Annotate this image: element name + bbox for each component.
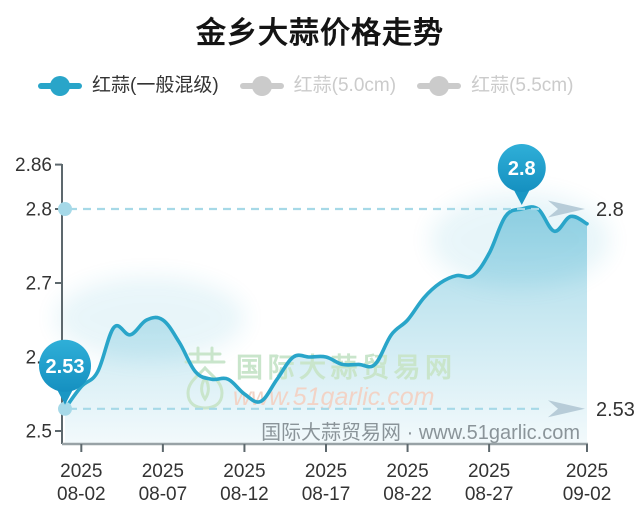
marker-balloon-2.8: 2.8 [497,144,546,205]
y-axis-tick-label: 2.5 [26,422,52,443]
x-axis-tick-year: 2025 [142,461,184,482]
x-axis-tick-year: 2025 [60,461,102,482]
reference-value-label: 2.8 [596,199,624,221]
reference-line-2.53: 2.53 [58,399,635,421]
y-axis-tick-label: 2.86 [15,155,52,176]
arrow-right-icon [548,200,585,218]
x-axis-tick-date: 08-07 [139,484,188,505]
reference-value-label: 2.53 [596,399,635,421]
x-axis-tick-year: 2025 [468,461,510,482]
legend-label: 红蒜(5.5cm) [471,75,574,96]
x-axis-tick-year: 2025 [386,461,428,482]
garlic-logo-icon [184,346,226,410]
legend-item-red-garlic-5-5cm[interactable]: 红蒜(5.5cm) [417,76,573,96]
chart-legend: 红蒜(一般混级) 红蒜(5.0cm) 红蒜(5.5cm) [38,76,573,96]
x-axis-tick-date: 08-22 [383,484,432,505]
x-axis-tick-date: 08-02 [57,484,106,505]
legend-label: 红蒜(一般混级) [92,75,219,96]
y-axis-tick-label: 2.7 [26,274,52,295]
x-axis-tick-year: 2025 [305,461,347,482]
reference-line-2.8: 2.8 [58,199,624,221]
x-axis-tick-date: 08-27 [465,484,514,505]
legend-marker-icon [38,76,82,96]
legend-item-red-garlic-mixed[interactable]: 红蒜(一般混级) [38,76,219,96]
axis-dot [58,401,72,416]
y-axis-tick-label: 2.8 [26,200,52,221]
marker-balloon-2.53: 2.53 [39,339,91,405]
legend-marker-icon [239,76,284,96]
chart-title: 金乡大蒜价格走势 [196,17,444,50]
source-credit: 国际大蒜贸易网 · www.51garlic.com [261,421,580,444]
glow [430,192,610,288]
x-axis-tick-year: 2025 [223,461,265,482]
marker-value-label: 2.53 [46,356,85,378]
x-axis-tick-year: 2025 [566,461,608,482]
marker-value-label: 2.8 [508,158,536,180]
arrow-right-icon [548,400,585,418]
x-axis-tick-date: 08-12 [220,484,269,505]
legend-item-red-garlic-5cm[interactable]: 红蒜(5.0cm) [239,75,397,96]
watermark-url: www.51garlic.com [233,383,434,411]
area-fill [65,206,587,443]
legend-marker-icon [417,76,462,96]
x-axis-tick-date: 08-17 [302,484,351,505]
price-line [63,205,589,411]
watermark-brand: 国际大蒜贸易网 [236,353,457,383]
legend-label: 红蒜(5.0cm) [293,75,397,96]
axis-dot [58,202,72,216]
x-axis-tick-date: 09-02 [563,484,612,505]
